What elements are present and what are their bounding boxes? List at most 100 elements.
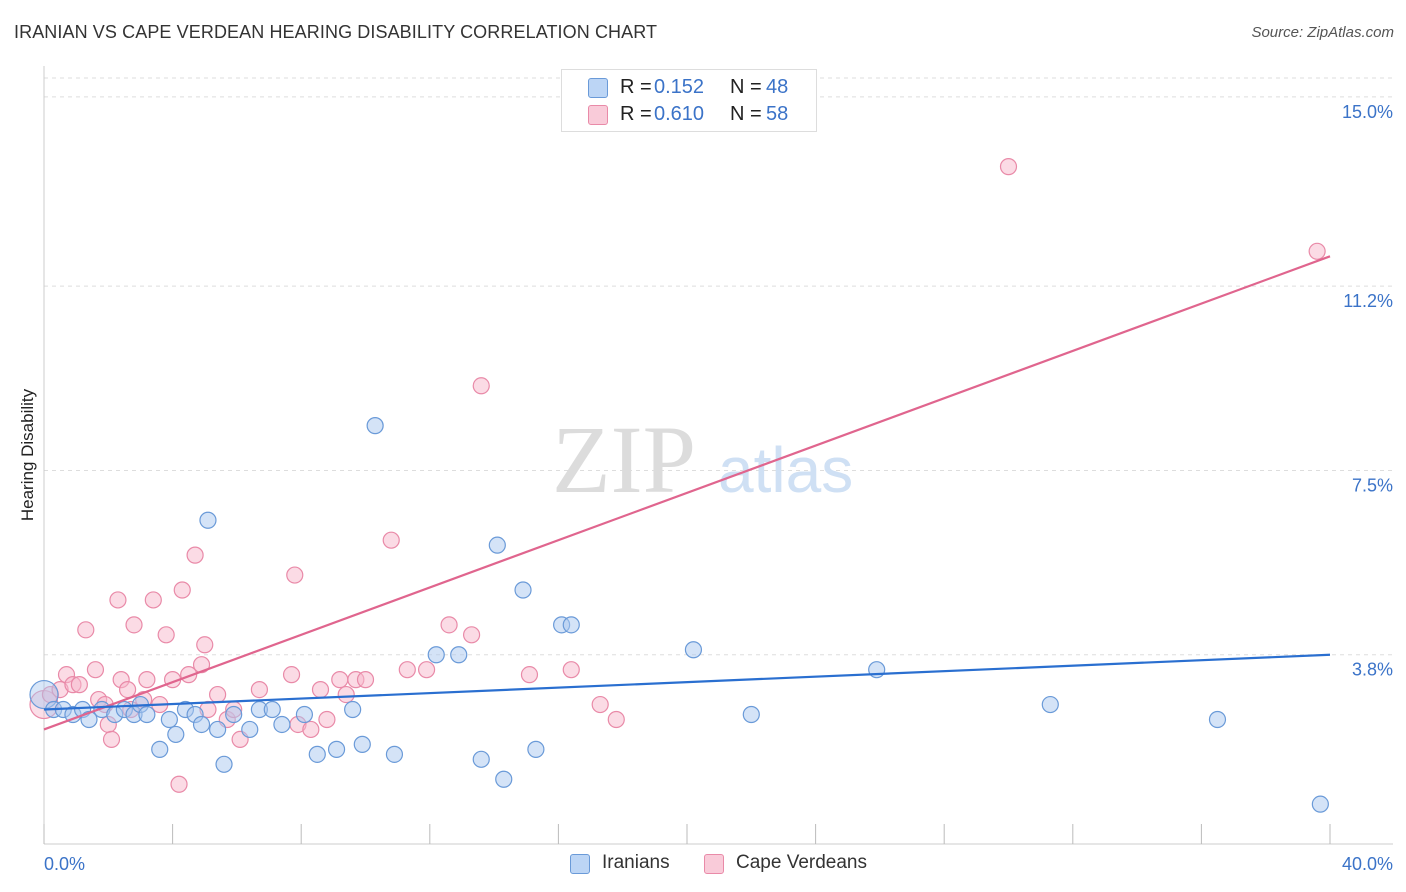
- cape-verdean-point: [144, 591, 162, 609]
- iranian-point: [167, 725, 185, 744]
- cape-verdean-point: [186, 546, 204, 564]
- iranian-point: [273, 715, 291, 734]
- iranian-point: [1311, 795, 1329, 813]
- cape-verdean-point: [607, 710, 625, 729]
- cape-verdean-point: [462, 626, 481, 644]
- cape-verdean-point: [70, 676, 88, 694]
- x-tick-label-max: 40.0%: [1342, 854, 1393, 874]
- iranian-point: [562, 616, 580, 634]
- cape-verdeans-n-value: 58: [766, 103, 789, 125]
- cape-verdean-point: [192, 656, 211, 674]
- cape-verdean-point: [591, 695, 609, 714]
- cape-verdean-point: [118, 680, 137, 699]
- x-tick-label-min: 0.0%: [44, 854, 85, 874]
- iranians-r-value: 0.152: [654, 76, 705, 98]
- cape-verdean-point: [356, 671, 375, 689]
- cape-verdean-point: [302, 720, 320, 739]
- legend-r-label: R =: [620, 76, 652, 98]
- cape-verdean-point: [440, 616, 458, 634]
- legend-r-label: R =: [620, 103, 652, 125]
- cape-verdean-point: [86, 661, 105, 679]
- iranian-point: [308, 745, 326, 763]
- cape-verdean-point: [173, 581, 191, 599]
- iranian-point: [225, 705, 243, 724]
- iranian-point: [209, 720, 227, 739]
- iranian-point: [192, 715, 211, 734]
- iranian-point: [366, 417, 384, 435]
- watermark-atlas: atlas: [718, 434, 853, 506]
- cape-verdean-point: [157, 626, 175, 644]
- cape-verdean-point: [102, 730, 121, 749]
- cape-verdean-point: [318, 710, 336, 729]
- iranians-legend-swatch: [570, 854, 590, 874]
- iranian-point: [263, 700, 281, 719]
- cape-verdean-point: [282, 666, 301, 684]
- watermark-zip: ZIP: [552, 406, 696, 513]
- correlation-legend: R = 0.152 N = 48 R = 0.610 N = 58: [561, 69, 817, 132]
- cape-verdeans-swatch: [588, 105, 608, 125]
- source-label: Source: ZipAtlas.com: [1251, 24, 1394, 41]
- iranian-point: [514, 581, 532, 599]
- iranian-point: [353, 735, 371, 753]
- iranians-legend-label: Iranians: [602, 852, 670, 873]
- y-tick-label: 15.0%: [1342, 102, 1393, 122]
- iranian-point: [427, 646, 445, 664]
- cape-verdean-point: [196, 636, 214, 654]
- iranian-point: [151, 740, 169, 758]
- iranian-point: [344, 700, 362, 719]
- cape-verdean-point: [417, 661, 436, 679]
- iranians-trend-line: [43, 653, 1331, 711]
- cape-verdean-point: [398, 661, 416, 679]
- axes: [43, 66, 1393, 845]
- cape-verdean-point: [382, 531, 400, 549]
- iranian-point: [495, 770, 513, 788]
- cape-verdean-point: [109, 591, 127, 609]
- iranian-point: [327, 740, 346, 758]
- cape-verdean-point: [250, 680, 269, 699]
- trend-lines: [43, 255, 1331, 731]
- cape-verdean-point: [138, 671, 156, 689]
- iranian-point: [742, 705, 760, 724]
- legend-n-label: N =: [730, 103, 762, 125]
- cape-verdean-point: [337, 685, 355, 704]
- iranians-swatch: [588, 78, 608, 98]
- y-tick-label: 11.2%: [1343, 291, 1393, 311]
- cape-verdean-point: [209, 685, 227, 704]
- cape-verdeans-legend-swatch: [704, 854, 724, 874]
- cape-verdean-point: [520, 666, 539, 684]
- cape-verdean-point: [170, 775, 188, 793]
- iranian-point: [199, 511, 217, 529]
- iranian-point: [450, 646, 468, 664]
- legend-n-label: N =: [730, 76, 762, 98]
- iranian-point: [472, 750, 490, 768]
- iranian-point: [295, 705, 314, 724]
- iranian-point: [1208, 710, 1227, 729]
- iranian-point: [488, 536, 506, 554]
- cape-verdean-point: [331, 671, 349, 689]
- iranian-point: [241, 720, 259, 739]
- y-tick-label: 3.8%: [1352, 660, 1393, 680]
- cape-verdeans-points: [29, 113, 1326, 793]
- iranian-point: [527, 740, 545, 758]
- y-tick-label: 7.5%: [1352, 475, 1393, 495]
- cape-verdean-point: [286, 566, 304, 584]
- iranians-n-value: 48: [766, 76, 789, 98]
- cape-verdeans-trend-line: [43, 255, 1331, 731]
- tick-labels: 3.8% 7.5% 11.2% 15.0% 0.0% 40.0%: [44, 102, 1393, 874]
- cape-verdeans-r-value: 0.610: [654, 103, 705, 125]
- cape-verdean-point: [472, 377, 490, 395]
- cape-verdean-point: [1308, 242, 1326, 260]
- iranian-point: [160, 710, 178, 729]
- iranian-point: [684, 641, 703, 659]
- cape-verdean-point: [562, 661, 580, 679]
- cape-verdean-point: [77, 621, 95, 639]
- cape-verdean-point: [311, 680, 330, 699]
- cape-verdeans-legend-label: Cape Verdeans: [736, 852, 867, 873]
- iranian-point: [1041, 695, 1059, 714]
- cape-verdean-point: [125, 616, 143, 634]
- grid-lines: [44, 77, 1393, 656]
- iranian-point: [138, 705, 156, 724]
- chart-title: IRANIAN VS CAPE VERDEAN HEARING DISABILI…: [14, 22, 658, 42]
- cape-verdean-point: [999, 158, 1018, 176]
